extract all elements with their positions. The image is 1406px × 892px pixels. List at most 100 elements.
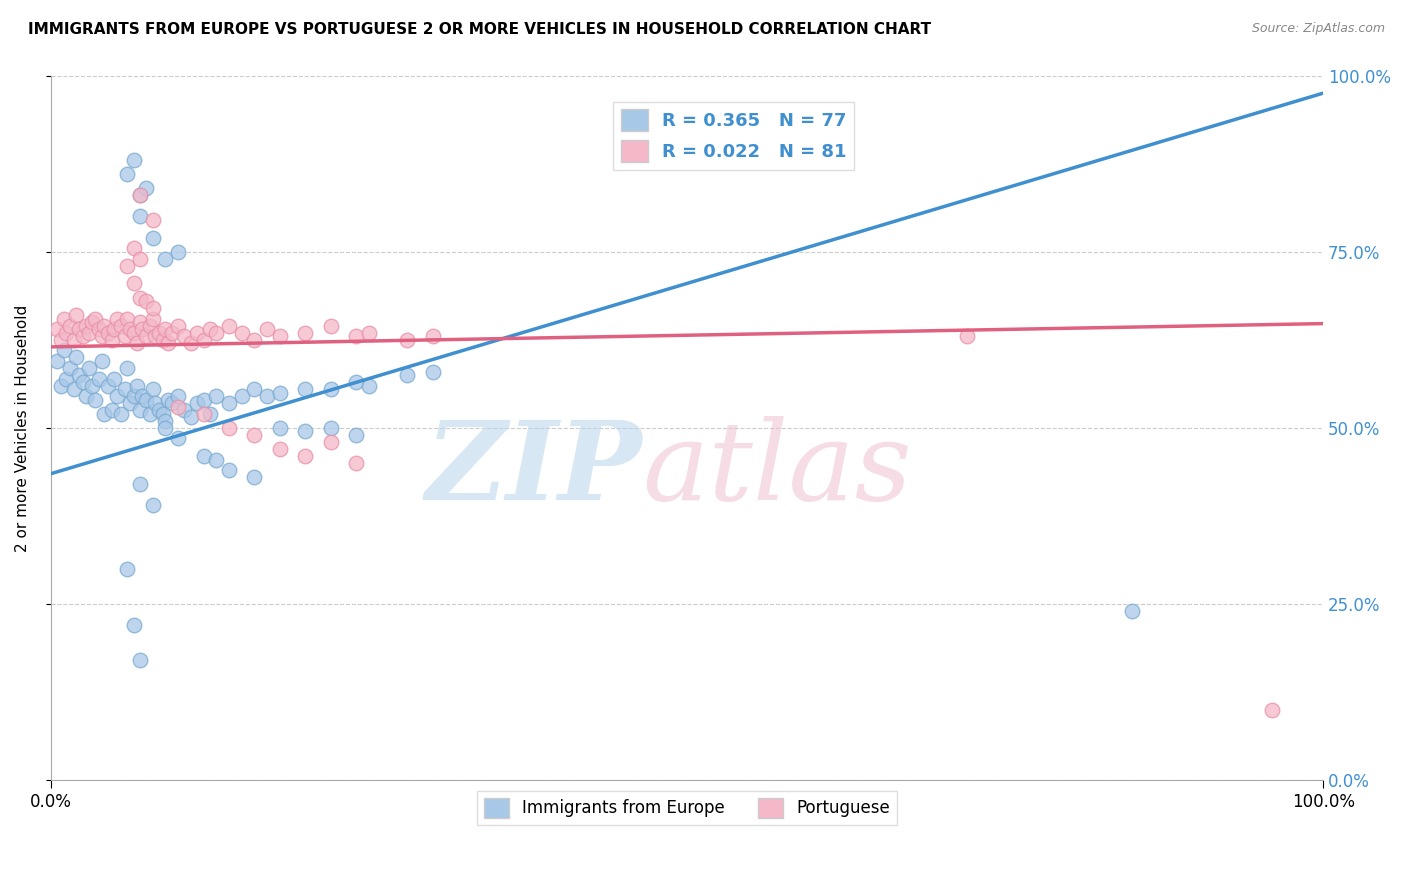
Point: [59, 318, 82, 333]
Point: [131, 322, 153, 336]
Point: [160, 396, 183, 410]
Point: [142, 230, 165, 244]
Point: [55, 371, 77, 385]
Point: [105, 389, 128, 403]
Point: [218, 463, 240, 477]
Point: [46, 322, 69, 336]
Point: [118, 396, 141, 410]
Point: [155, 421, 177, 435]
Point: [128, 210, 150, 224]
Point: [269, 421, 291, 435]
Point: [186, 326, 208, 340]
Point: [122, 241, 145, 255]
Point: [1121, 604, 1143, 618]
Point: [72, 375, 94, 389]
Point: [396, 333, 419, 347]
Point: [135, 329, 157, 343]
Point: [173, 403, 195, 417]
Point: [65, 351, 87, 365]
Point: [65, 308, 87, 322]
Point: [142, 382, 165, 396]
Point: [90, 354, 112, 368]
Point: [139, 318, 162, 333]
Point: [142, 301, 165, 315]
Point: [52, 311, 75, 326]
Point: [128, 403, 150, 417]
Point: [128, 653, 150, 667]
Point: [55, 326, 77, 340]
Point: [128, 252, 150, 266]
Point: [193, 392, 215, 407]
Point: [173, 329, 195, 343]
Point: [127, 378, 149, 392]
Point: [243, 333, 266, 347]
Point: [52, 343, 75, 358]
Point: [105, 311, 128, 326]
Point: [115, 562, 138, 576]
Point: [128, 188, 150, 202]
Y-axis label: 2 or more Vehicles in Household: 2 or more Vehicles in Household: [15, 304, 30, 551]
Point: [167, 432, 190, 446]
Point: [269, 329, 291, 343]
Point: [135, 392, 157, 407]
Point: [122, 618, 145, 632]
Point: [294, 382, 316, 396]
Point: [198, 407, 221, 421]
Point: [89, 371, 111, 385]
Point: [167, 318, 190, 333]
Point: [294, 326, 316, 340]
Point: [155, 252, 177, 266]
Point: [128, 291, 150, 305]
Point: [231, 326, 253, 340]
Point: [84, 311, 107, 326]
Point: [218, 318, 240, 333]
Point: [193, 333, 215, 347]
Point: [319, 435, 342, 450]
Point: [956, 329, 979, 343]
Point: [122, 153, 145, 167]
Text: IMMIGRANTS FROM EUROPE VS PORTUGUESE 2 OR MORE VEHICLES IN HOUSEHOLD CORRELATION: IMMIGRANTS FROM EUROPE VS PORTUGUESE 2 O…: [28, 22, 931, 37]
Point: [127, 336, 149, 351]
Point: [167, 400, 190, 414]
Point: [186, 396, 208, 410]
Point: [357, 326, 380, 340]
Text: Source: ZipAtlas.com: Source: ZipAtlas.com: [1251, 22, 1385, 36]
Point: [243, 428, 266, 442]
Point: [142, 311, 165, 326]
Point: [62, 382, 84, 396]
Point: [193, 449, 215, 463]
Point: [155, 414, 177, 428]
Point: [205, 326, 228, 340]
Point: [115, 361, 138, 376]
Point: [103, 371, 125, 385]
Point: [180, 336, 202, 351]
Point: [152, 407, 174, 421]
Point: [1261, 703, 1284, 717]
Legend: Immigrants from Europe, Portuguese: Immigrants from Europe, Portuguese: [477, 791, 897, 825]
Point: [77, 361, 100, 376]
Point: [167, 389, 190, 403]
Point: [122, 277, 145, 291]
Point: [101, 403, 124, 417]
Point: [344, 456, 367, 470]
Point: [46, 354, 69, 368]
Point: [193, 407, 215, 421]
Point: [344, 329, 367, 343]
Point: [67, 322, 90, 336]
Point: [243, 382, 266, 396]
Point: [198, 322, 221, 336]
Point: [84, 392, 107, 407]
Point: [131, 389, 153, 403]
Point: [49, 333, 72, 347]
Point: [152, 333, 174, 347]
Point: [148, 403, 170, 417]
Point: [396, 368, 419, 382]
Point: [110, 318, 132, 333]
Point: [101, 333, 124, 347]
Point: [294, 449, 316, 463]
Point: [218, 421, 240, 435]
Point: [103, 322, 125, 336]
Point: [155, 322, 177, 336]
Point: [218, 396, 240, 410]
Point: [180, 410, 202, 425]
